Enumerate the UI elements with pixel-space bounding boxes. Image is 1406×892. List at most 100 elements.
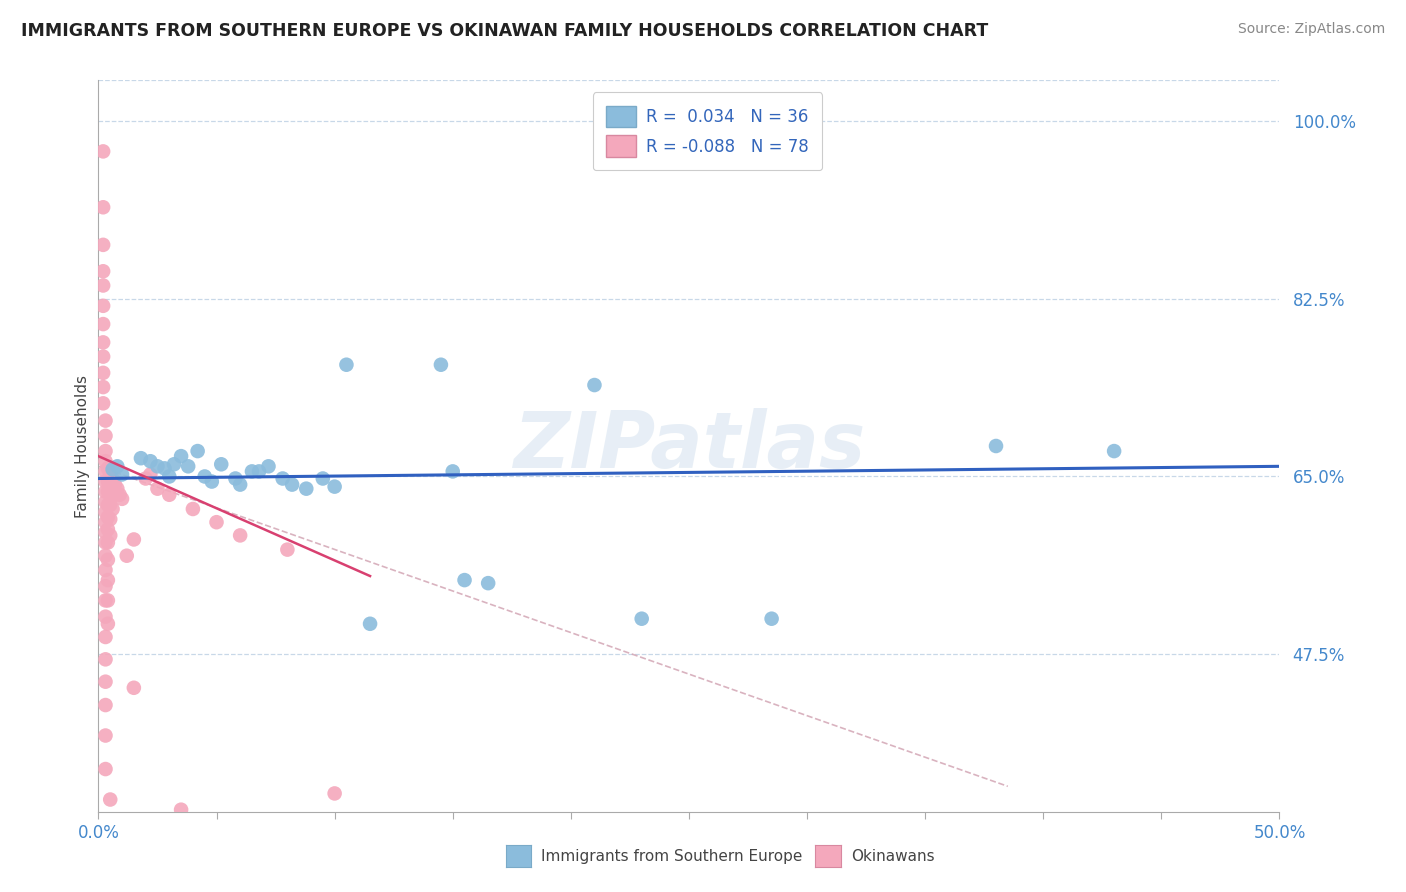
Point <box>97 484 120 499</box>
Point <box>101 471 124 485</box>
Point <box>97 522 120 536</box>
Point <box>323 480 346 494</box>
Point <box>583 378 606 392</box>
Point <box>104 477 127 491</box>
Point <box>101 502 124 516</box>
Point <box>135 471 157 485</box>
Point <box>91 335 114 350</box>
Point <box>257 459 280 474</box>
Point <box>295 482 318 496</box>
Point <box>94 475 117 489</box>
Point <box>240 464 263 478</box>
Point <box>97 535 120 549</box>
Point <box>98 467 121 482</box>
Point <box>281 477 304 491</box>
Point <box>101 488 124 502</box>
Point <box>177 459 200 474</box>
Text: IMMIGRANTS FROM SOUTHERN EUROPE VS OKINAWAN FAMILY HOUSEHOLDS CORRELATION CHART: IMMIGRANTS FROM SOUTHERN EUROPE VS OKINA… <box>21 22 988 40</box>
Point <box>153 461 176 475</box>
Point <box>170 803 193 817</box>
Point <box>98 498 121 512</box>
Point <box>94 674 117 689</box>
Point <box>194 469 217 483</box>
Point <box>984 439 1007 453</box>
Point <box>94 762 117 776</box>
Point <box>229 477 252 491</box>
Point <box>97 510 120 524</box>
Point <box>359 616 381 631</box>
Point <box>97 553 120 567</box>
Point <box>129 451 152 466</box>
Point <box>94 495 117 509</box>
Point <box>91 200 114 214</box>
Point <box>139 467 162 482</box>
Text: Okinawans: Okinawans <box>851 849 934 863</box>
Point <box>97 573 120 587</box>
Point <box>94 505 117 519</box>
Point <box>94 630 117 644</box>
Point <box>477 576 499 591</box>
Point <box>91 278 114 293</box>
Point <box>94 429 117 443</box>
Point <box>111 467 134 482</box>
Text: Immigrants from Southern Europe: Immigrants from Southern Europe <box>541 849 803 863</box>
Point <box>91 238 114 252</box>
Point <box>630 612 652 626</box>
Point <box>91 366 114 380</box>
Point <box>115 549 138 563</box>
Text: ZIPatlas: ZIPatlas <box>513 408 865 484</box>
Point <box>94 535 117 549</box>
Point <box>94 563 117 577</box>
Point <box>101 462 124 476</box>
Point <box>91 264 114 278</box>
Point <box>430 358 453 372</box>
Point <box>312 471 335 485</box>
Point <box>94 593 117 607</box>
Point <box>187 444 209 458</box>
Point <box>157 488 180 502</box>
Point <box>94 454 117 468</box>
Y-axis label: Family Households: Family Households <box>75 375 90 517</box>
Point <box>453 573 475 587</box>
Point <box>105 459 128 474</box>
Point <box>97 616 120 631</box>
Point <box>139 454 162 468</box>
Point <box>271 471 294 485</box>
Point <box>1102 444 1125 458</box>
Point <box>98 792 121 806</box>
Point <box>98 528 121 542</box>
Point <box>441 464 464 478</box>
Point <box>323 787 346 801</box>
Point <box>335 358 357 372</box>
Point <box>146 482 169 496</box>
Point <box>122 681 145 695</box>
Point <box>97 498 120 512</box>
Point <box>97 461 120 475</box>
Point <box>224 471 246 485</box>
Point <box>229 528 252 542</box>
Point <box>98 512 121 526</box>
Point <box>94 652 117 666</box>
Point <box>94 609 117 624</box>
Point <box>98 482 121 496</box>
Point <box>91 380 114 394</box>
Point <box>170 449 193 463</box>
Point <box>91 350 114 364</box>
Point <box>94 414 117 428</box>
Point <box>91 396 114 410</box>
Point <box>94 525 117 540</box>
Point <box>94 515 117 529</box>
Legend: R =  0.034   N = 36, R = -0.088   N = 78: R = 0.034 N = 36, R = -0.088 N = 78 <box>593 92 823 170</box>
Point <box>201 475 224 489</box>
Text: Source: ZipAtlas.com: Source: ZipAtlas.com <box>1237 22 1385 37</box>
Point <box>94 698 117 712</box>
Point <box>146 459 169 474</box>
Point <box>97 593 120 607</box>
Point <box>205 515 228 529</box>
Point <box>91 317 114 331</box>
Point <box>105 482 128 496</box>
Point <box>209 457 232 471</box>
Point <box>91 145 114 159</box>
Point <box>181 502 204 516</box>
Point <box>122 533 145 547</box>
